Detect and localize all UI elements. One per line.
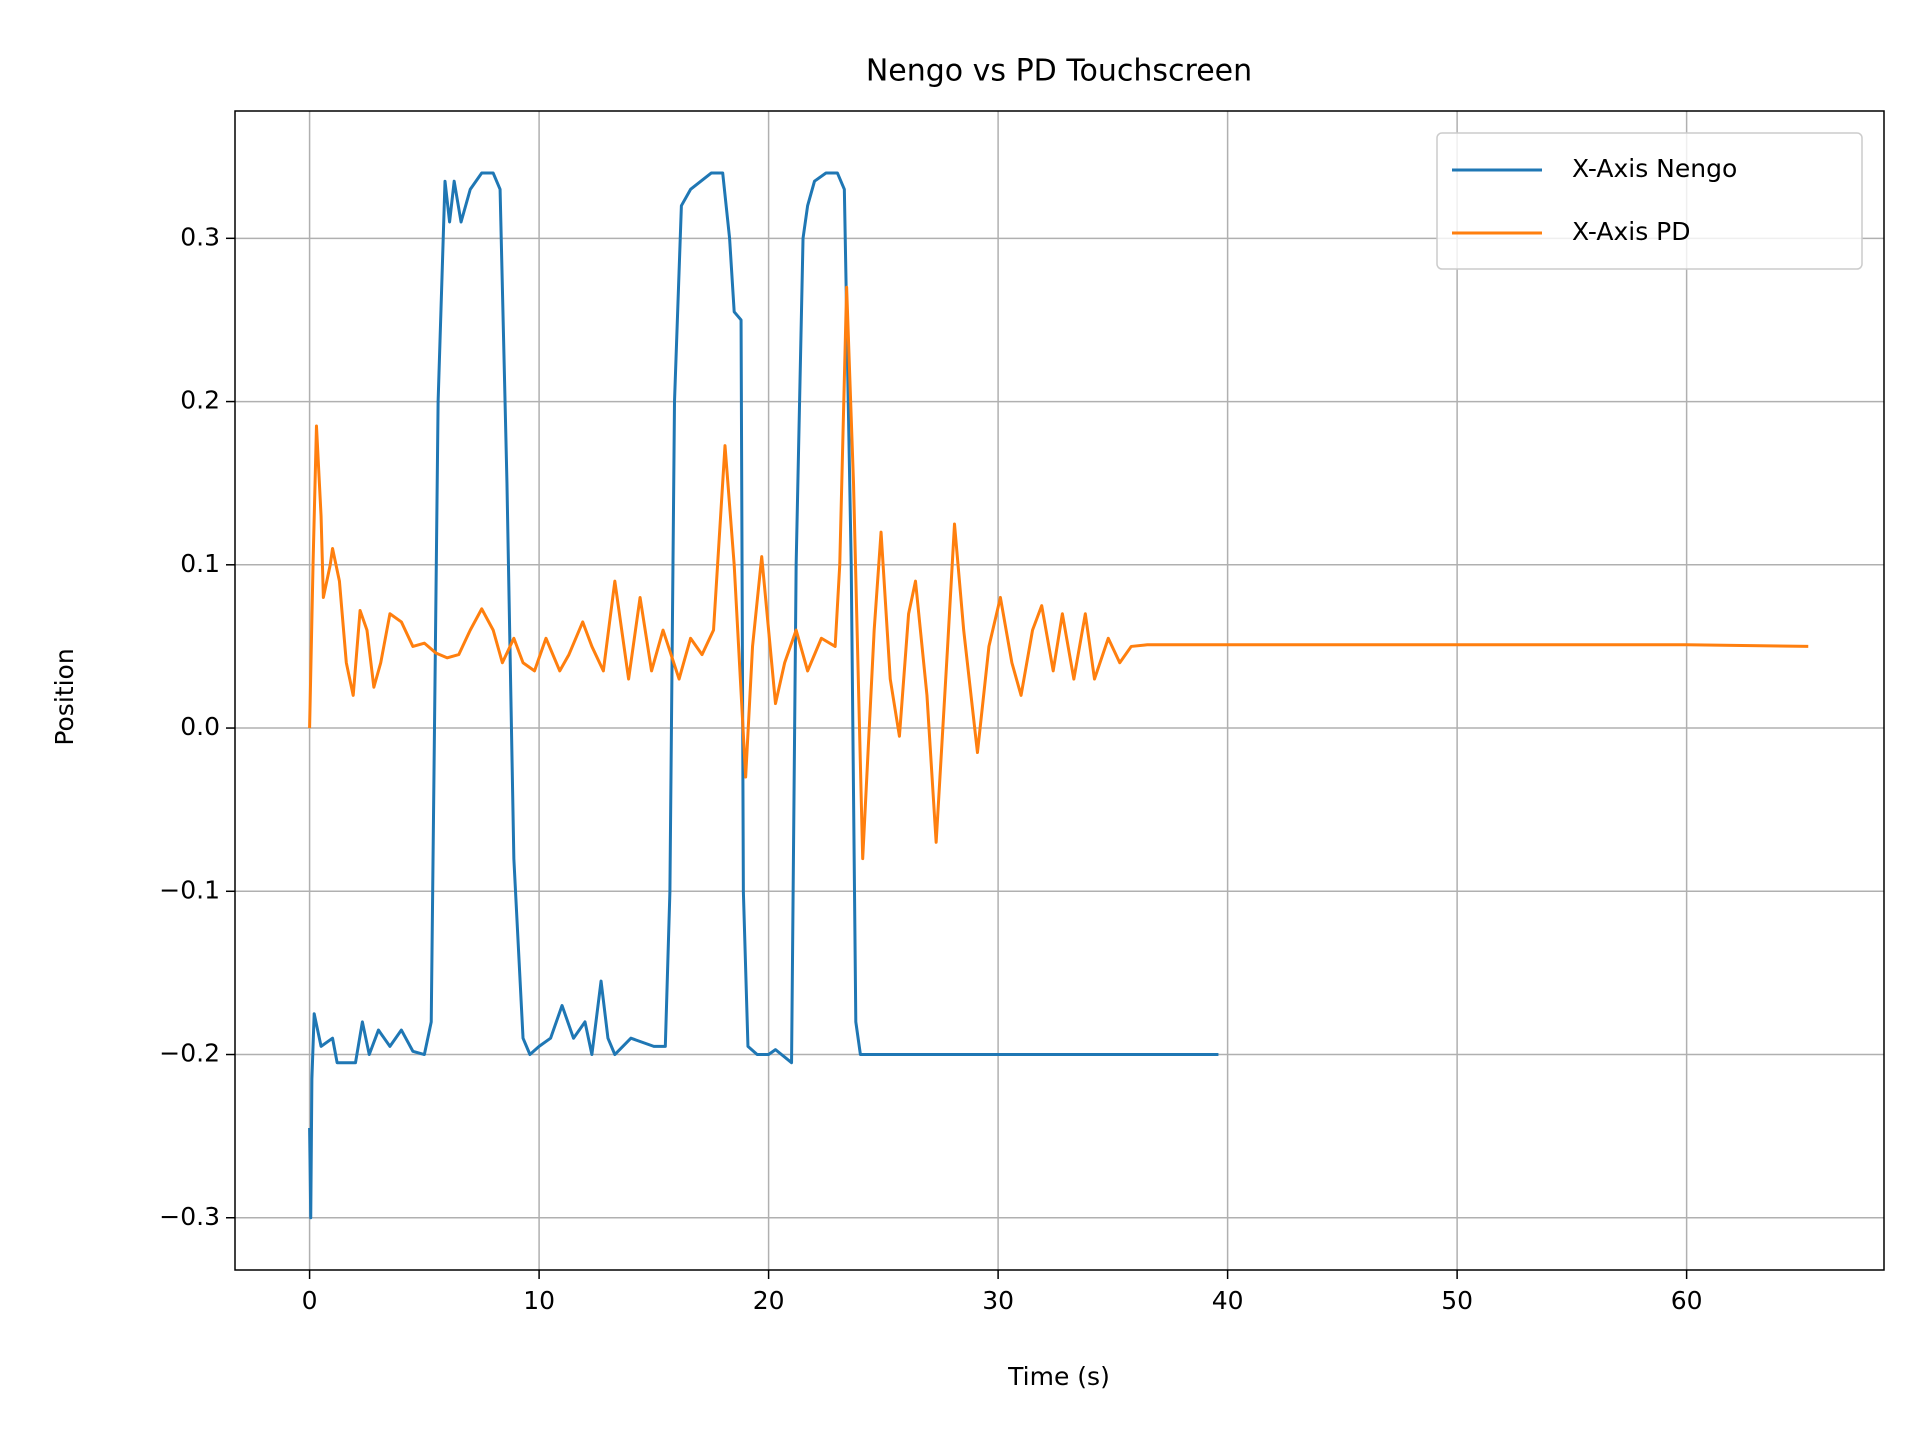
x-tick-label: 50 (1441, 1286, 1473, 1315)
y-axis-label: Position (50, 648, 79, 745)
x-tick-label: 20 (753, 1286, 785, 1315)
y-tick-label: −0.1 (159, 875, 220, 904)
legend-label: X-Axis Nengo (1572, 154, 1737, 183)
x-tick-label: 0 (302, 1286, 318, 1315)
x-tick-label: 10 (523, 1286, 555, 1315)
x-tick-label: 60 (1671, 1286, 1703, 1315)
chart-title: Nengo vs PD Touchscreen (866, 54, 1252, 89)
y-tick-label: −0.2 (159, 1039, 220, 1068)
y-tick-label: 0.0 (180, 712, 220, 741)
plot-frame (234, 110, 1885, 1271)
y-tick-label: 0.2 (180, 386, 220, 415)
line-series (308, 171, 1219, 1220)
x-tick-label: 40 (1212, 1286, 1244, 1315)
legend-label: X-Axis PD (1572, 217, 1691, 246)
line-series (308, 285, 1809, 861)
legend-box (1436, 132, 1863, 270)
y-tick-label: 0.3 (180, 222, 220, 251)
x-axis-label: Time (s) (1007, 1362, 1110, 1391)
y-tick-label: 0.1 (180, 549, 220, 578)
y-tick-label: −0.3 (159, 1202, 220, 1231)
x-tick-label: 30 (982, 1286, 1014, 1315)
